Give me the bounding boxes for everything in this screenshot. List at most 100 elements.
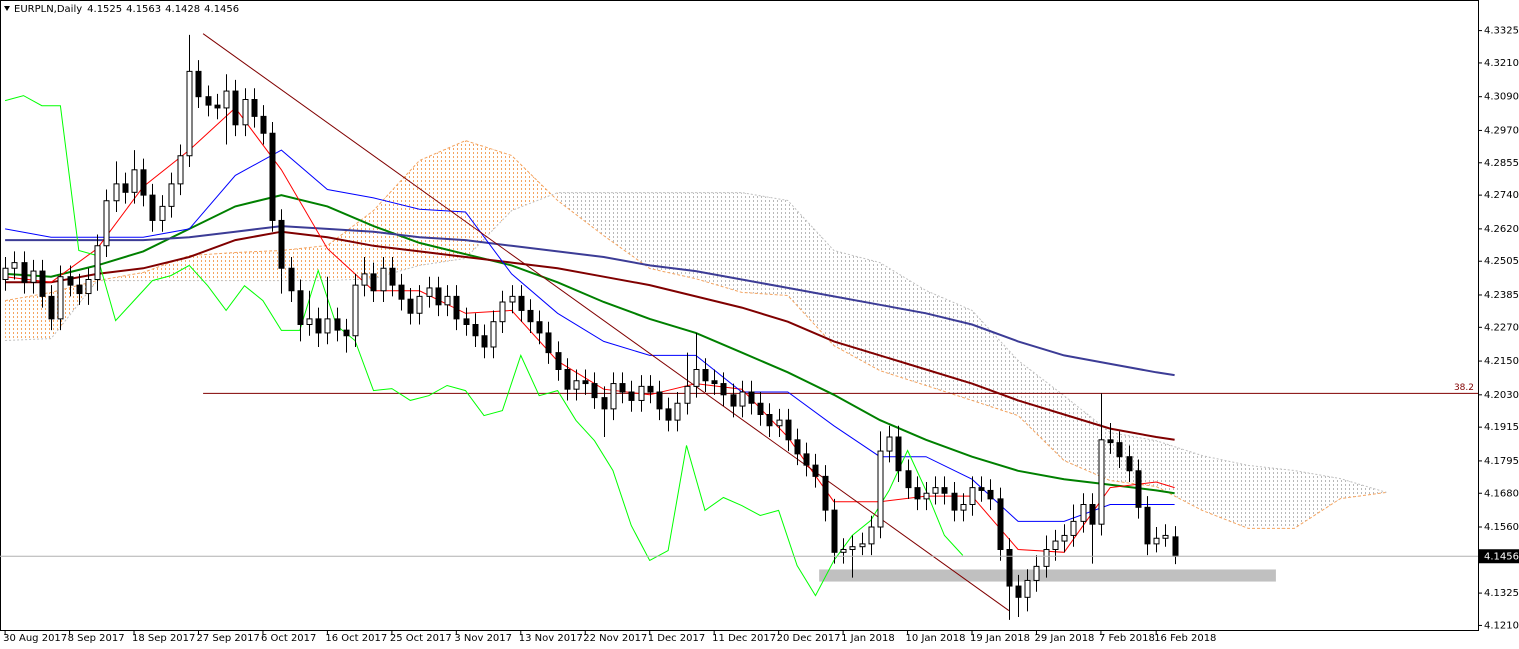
cloud-segment bbox=[281, 245, 328, 281]
cloud-segment bbox=[1018, 360, 1065, 461]
candle-body bbox=[85, 279, 92, 295]
candle-body bbox=[398, 284, 405, 300]
indicator-line bbox=[5, 194, 1175, 495]
candle-body bbox=[269, 132, 276, 221]
candle-body bbox=[647, 385, 654, 393]
candle-body bbox=[987, 489, 994, 500]
x-tick-label: 6 Oct 2017 bbox=[261, 633, 316, 644]
candle-body bbox=[665, 408, 672, 421]
candle-body bbox=[812, 464, 819, 477]
candle-body bbox=[205, 96, 212, 106]
cloud-segment bbox=[557, 192, 604, 236]
candle-body bbox=[527, 309, 534, 323]
candle-body bbox=[619, 383, 626, 393]
y-tick-label: 4.1210 bbox=[1484, 620, 1519, 631]
candle-body bbox=[886, 436, 893, 452]
candle-body bbox=[1153, 537, 1160, 545]
cloud-segment bbox=[695, 192, 742, 293]
y-tick-label: 4.2740 bbox=[1484, 190, 1519, 201]
candle-body bbox=[1107, 439, 1114, 444]
candle-body bbox=[536, 321, 543, 334]
y-tick-label: 4.1795 bbox=[1484, 456, 1519, 467]
candle-body bbox=[674, 402, 681, 421]
candle-body bbox=[997, 498, 1004, 550]
x-tick-label: 7 Feb 2018 bbox=[1099, 633, 1155, 644]
candle-body bbox=[149, 194, 156, 221]
candle-body bbox=[435, 287, 442, 306]
chart-title: EURPLN,Daily bbox=[14, 4, 82, 15]
candle-body bbox=[463, 318, 470, 325]
candle-body bbox=[803, 453, 810, 466]
candle-body bbox=[794, 439, 801, 455]
candle-body bbox=[122, 183, 129, 193]
candle-body bbox=[757, 402, 764, 415]
menu-triangle bbox=[4, 6, 10, 11]
x-tick-label: 10 Jan 2018 bbox=[906, 633, 966, 644]
candle-body bbox=[582, 380, 589, 385]
y-tick-label: 4.2620 bbox=[1484, 224, 1519, 235]
candle-body bbox=[343, 329, 350, 337]
cloud-segment bbox=[143, 255, 190, 281]
candle-body bbox=[978, 487, 985, 491]
candle-body bbox=[914, 487, 921, 500]
candle-body bbox=[499, 301, 506, 323]
x-tick-label: 27 Sep 2017 bbox=[196, 633, 259, 644]
candle-body bbox=[2, 267, 9, 280]
cloud-segment bbox=[1156, 440, 1203, 511]
candle-body bbox=[1043, 549, 1050, 567]
cloud-segment bbox=[1110, 432, 1157, 487]
y-tick-label: 4.2385 bbox=[1484, 290, 1519, 301]
candle-body bbox=[232, 90, 239, 126]
candle-body bbox=[766, 414, 773, 427]
candle-body bbox=[1098, 439, 1105, 525]
x-tick-label: 25 Oct 2017 bbox=[390, 633, 452, 644]
y-tick-label: 4.1560 bbox=[1484, 522, 1519, 533]
x-tick-label: 1 Dec 2017 bbox=[648, 633, 706, 644]
candle-body bbox=[923, 492, 930, 500]
candle-body bbox=[748, 391, 755, 404]
candle-body bbox=[260, 115, 267, 134]
candle-body bbox=[380, 267, 387, 292]
candle-body bbox=[684, 385, 691, 404]
open-value: 4.1525 bbox=[87, 4, 122, 15]
price-label: 4.1456 bbox=[1484, 551, 1519, 562]
candle-body bbox=[57, 276, 64, 320]
y-tick-label: 4.2150 bbox=[1484, 356, 1519, 367]
candle-body bbox=[416, 295, 423, 314]
y-tick-label: 4.2855 bbox=[1484, 158, 1519, 169]
x-tick-label: 16 Feb 2018 bbox=[1154, 633, 1216, 644]
candle-body bbox=[895, 436, 902, 472]
x-tick-label: 1 Jan 2018 bbox=[841, 633, 895, 644]
high-value: 4.1563 bbox=[126, 4, 161, 15]
candle-body bbox=[941, 487, 948, 494]
cloud-segment bbox=[5, 292, 52, 341]
candle-body bbox=[831, 509, 838, 553]
x-tick-label: 22 Nov 2017 bbox=[583, 633, 647, 644]
candle-body bbox=[67, 276, 74, 286]
candle-body bbox=[389, 267, 396, 286]
candle-body bbox=[278, 219, 285, 269]
candle-body bbox=[1080, 504, 1087, 522]
candle-body bbox=[1126, 456, 1133, 472]
candle-body bbox=[951, 492, 958, 511]
candle-body bbox=[785, 419, 792, 441]
candle-body bbox=[1089, 504, 1096, 525]
plot-frame bbox=[0, 0, 1479, 631]
candle-body bbox=[1172, 536, 1179, 557]
candle-body bbox=[638, 385, 645, 401]
cloud-segment bbox=[327, 210, 374, 281]
candle-body bbox=[877, 450, 884, 528]
candle-body bbox=[545, 332, 552, 354]
candle-body bbox=[453, 295, 460, 320]
cloud-segment bbox=[833, 250, 880, 371]
candle-body bbox=[352, 284, 359, 337]
candle-body bbox=[693, 369, 700, 387]
candle-body bbox=[94, 245, 101, 280]
candle-body bbox=[601, 397, 608, 410]
cloud-segment bbox=[741, 192, 788, 296]
candle-body bbox=[591, 383, 598, 399]
y-tick-label: 4.3325 bbox=[1484, 26, 1519, 37]
x-tick-label: 3 Nov 2017 bbox=[454, 633, 512, 644]
y-tick-label: 4.2270 bbox=[1484, 322, 1519, 333]
candle-body bbox=[103, 200, 110, 247]
